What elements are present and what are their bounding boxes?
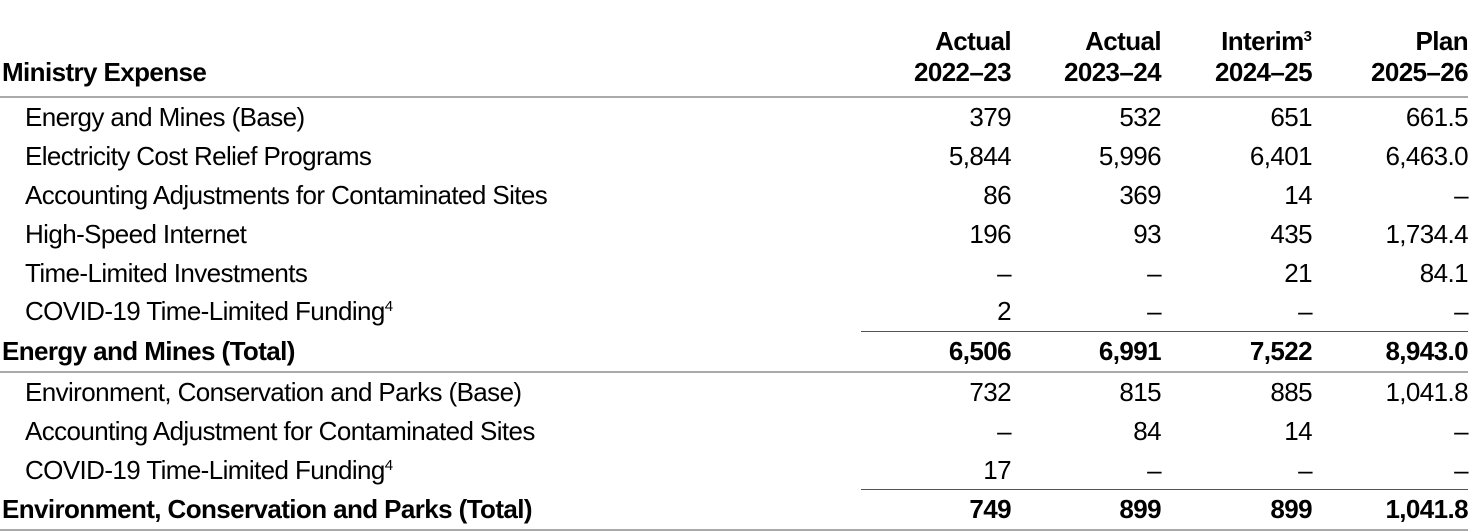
- row: Time-Limited Investments – – 21 84.1: [0, 253, 1469, 292]
- footnote-marker: 3: [1303, 28, 1312, 45]
- row-label-text: Accounting Adjustments for Contaminated …: [25, 179, 548, 210]
- total-row: Energy and Mines (Total) 6,506 6,991 7,522 8…: [0, 330, 1469, 373]
- cell-value: 8,943.0: [1312, 330, 1469, 373]
- table-body: Energy and Mines (Base) 379 532 651 661.5 Ele…: [0, 97, 1469, 531]
- cell-value: 6,463.0: [1385, 141, 1468, 172]
- cell-value: 435: [1270, 218, 1312, 249]
- row-label-text: Electricity Cost Relief Programs: [25, 141, 372, 172]
- cell-value: 899: [1161, 488, 1313, 531]
- row: Environment, Conservation and Parks (Bas…: [0, 372, 1469, 412]
- cell-value: –: [1454, 454, 1468, 485]
- cell-value: 885: [1270, 376, 1312, 407]
- column-header-line2: 2025–26: [1370, 57, 1469, 87]
- cell-value: 6,401: [1249, 141, 1313, 172]
- cell-value: 5,844: [948, 141, 1012, 172]
- row-label: Time-Limited Investments: [0, 253, 861, 292]
- row-label: Electricity Cost Relief Programs: [0, 137, 861, 176]
- row-label-text: Time-Limited Investments: [25, 257, 308, 288]
- row-label-text: Environment, Conservation and Parks (Bas…: [25, 376, 522, 407]
- cell-value: 732: [969, 376, 1011, 407]
- row-label: Accounting Adjustments for Contaminated …: [0, 176, 861, 215]
- column-header-line1: Interim: [1221, 26, 1304, 56]
- column-header: Plan 2025–26: [1312, 0, 1469, 98]
- row: Electricity Cost Relief Programs 5,844 5,9…: [0, 137, 1469, 176]
- row: Energy and Mines (Base) 379 532 651 661.5: [0, 97, 1469, 137]
- row: COVID-19 Time-Limited Funding4 17 – – –: [0, 450, 1469, 489]
- cell-value: 651: [1270, 102, 1312, 133]
- column-header-line1: Actual: [1085, 26, 1161, 56]
- cell-value: 749: [861, 488, 1012, 531]
- row-label-text: COVID-19 Time-Limited Funding: [25, 296, 385, 327]
- cell-value: –: [1147, 257, 1161, 288]
- cell-value: 815: [1119, 376, 1161, 407]
- row: Accounting Adjustment for Contaminated S…: [0, 411, 1469, 450]
- row-label: High-Speed Internet: [0, 214, 861, 253]
- column-header: Actual 2023–24: [1011, 0, 1162, 98]
- cell-value: 7,522: [1161, 330, 1313, 373]
- cell-value: –: [1298, 296, 1312, 327]
- row-label: Accounting Adjustment for Contaminated S…: [0, 411, 861, 450]
- cell-value: –: [1147, 296, 1161, 327]
- column-header-line1: Actual: [935, 26, 1011, 56]
- row-label-text: Energy and Mines (Total): [2, 336, 295, 367]
- cell-value: 93: [1133, 218, 1161, 249]
- cell-value: 6,506: [861, 330, 1012, 373]
- cell-value: –: [1454, 179, 1468, 210]
- footnote-marker: 4: [384, 456, 394, 474]
- column-header-line2: 2024–25: [1214, 57, 1313, 87]
- cell-value: –: [1454, 296, 1468, 327]
- row: High-Speed Internet 196 93 435 1,734.4: [0, 214, 1469, 253]
- row-label: Energy and Mines (Total): [0, 331, 861, 373]
- header-title: Ministry Expense: [0, 0, 861, 98]
- cell-value: 5,996: [1098, 141, 1162, 172]
- footnote-marker: 4: [384, 298, 394, 316]
- cell-value: 86: [983, 179, 1011, 210]
- cell-value: 17: [983, 454, 1011, 485]
- row-label: Environment, Conservation and Parks (Tot…: [0, 489, 861, 531]
- row-label-text: COVID-19 Time-Limited Funding: [25, 454, 385, 485]
- cell-value: –: [997, 257, 1011, 288]
- cell-value: 84: [1133, 415, 1161, 446]
- cell-value: 532: [1119, 102, 1161, 133]
- row-label-text: Energy and Mines (Base): [25, 102, 305, 133]
- row-label: COVID-19 Time-Limited Funding4: [0, 450, 861, 489]
- cell-value: –: [1147, 454, 1161, 485]
- cell-value: –: [1454, 415, 1468, 446]
- cell-value: 14: [1284, 415, 1312, 446]
- cell-value: 84.1: [1419, 257, 1469, 288]
- column-header: Actual 2022–23: [861, 0, 1012, 98]
- cell-value: 196: [969, 218, 1011, 249]
- table-header: Ministry Expense Actual 2022–23 Actual 2023…: [0, 0, 1469, 98]
- cell-value: 369: [1119, 179, 1161, 210]
- column-header-line1: Plan: [1415, 26, 1468, 56]
- row-label: Environment, Conservation and Parks (Bas…: [0, 372, 861, 412]
- column-header: Interim3 2024–25: [1161, 0, 1313, 98]
- cell-value: 1,734.4: [1385, 218, 1468, 249]
- column-header-line2: 2022–23: [913, 57, 1012, 87]
- cell-value: 379: [969, 102, 1011, 133]
- row: COVID-19 Time-Limited Funding4 2 – – –: [0, 292, 1469, 331]
- row-label: Energy and Mines (Base): [0, 97, 861, 137]
- cell-value: 6,991: [1011, 330, 1162, 373]
- cell-value: 899: [1011, 488, 1162, 531]
- row-label-text: High-Speed Internet: [25, 218, 247, 249]
- cell-value: 14: [1284, 179, 1312, 210]
- row-label-text: Environment, Conservation and Parks (Tot…: [2, 494, 533, 525]
- cell-value: 1,041.8: [1385, 376, 1468, 407]
- cell-value: –: [997, 415, 1011, 446]
- cell-value: –: [1298, 454, 1312, 485]
- cell-value: 661.5: [1405, 102, 1469, 133]
- cell-value: 21: [1284, 257, 1312, 288]
- row: Accounting Adjustments for Contaminated …: [0, 176, 1469, 215]
- row-label-text: Accounting Adjustment for Contaminated S…: [25, 415, 535, 446]
- row-label: COVID-19 Time-Limited Funding4: [0, 292, 861, 331]
- cell-value: 1,041.8: [1312, 488, 1469, 531]
- column-header-line2: 2023–24: [1063, 57, 1162, 87]
- cell-value: 2: [997, 296, 1011, 327]
- total-row: Environment, Conservation and Parks (Tot…: [0, 488, 1469, 531]
